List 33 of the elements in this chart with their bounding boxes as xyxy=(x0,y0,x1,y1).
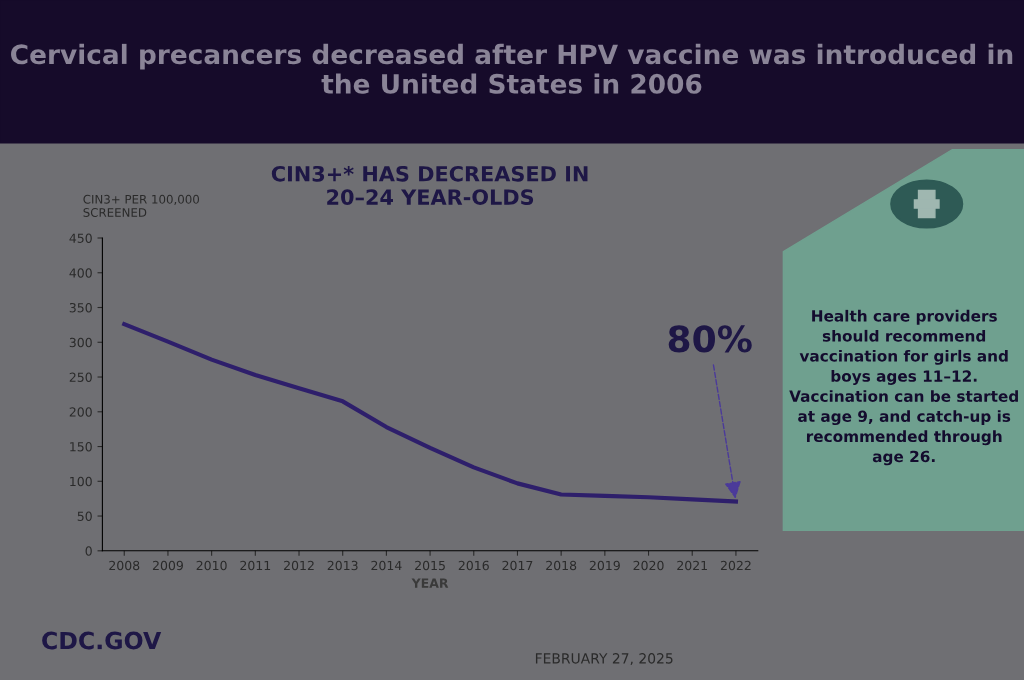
y-axis-title: CIN3+ PER 100,000 SCREENED xyxy=(83,194,200,217)
annotation: 80% xyxy=(668,325,752,353)
chart-title: Cervical precancers decreased after HPV vaccine was introduced in the United States in 2006 xyxy=(11,43,1013,94)
x-tick-label: 2015 xyxy=(415,560,445,571)
y-tick-label: 200 xyxy=(69,407,92,417)
y-tick-label: 0 xyxy=(85,546,92,556)
x-tick-label: 2016 xyxy=(458,560,489,571)
y-tick-label: 450 xyxy=(69,233,92,243)
y-tick-label: 50 xyxy=(77,511,92,521)
x-tick-label: 2022 xyxy=(720,560,751,571)
x-tick-label: 2020 xyxy=(633,560,664,571)
text: CDC.GOV xyxy=(42,631,162,650)
y-tick-label: 250 xyxy=(69,372,92,382)
chart-subtitle: CIN3+* HAS DECREASED IN 20–24 YEAR-OLDS xyxy=(271,165,588,205)
x-tick-label: 2018 xyxy=(546,560,577,571)
x-tick-label: 2012 xyxy=(284,560,314,571)
x-tick-label: 2021 xyxy=(677,560,707,571)
x-tick-label: 2014 xyxy=(371,560,402,571)
x-tick-label: 2011 xyxy=(240,560,271,571)
y-tick-label: 300 xyxy=(69,337,92,348)
x-tick-label: 2008 xyxy=(109,560,140,571)
x-tick-label: 2017 xyxy=(502,560,533,571)
y-tick-label: 100 xyxy=(70,476,92,487)
x-tick-label: 2009 xyxy=(152,560,183,571)
text: FEBRUARY 27, 2025 xyxy=(535,653,673,666)
x-axis-title: YEAR xyxy=(411,578,449,588)
y-tick-label: 350 xyxy=(69,302,92,313)
x-tick-label: 2019 xyxy=(589,560,620,571)
x-tick-label: 2010 xyxy=(196,560,227,571)
text: Health care providers should recommend vaccination for girls and boys ages 11–12. Vaccination can be started at age 9, and catch-up is recommended through age 26. xyxy=(789,309,1018,466)
y-tick-label: 150 xyxy=(70,442,92,452)
y-tick-label: 400 xyxy=(69,268,92,278)
x-tick-label: 2013 xyxy=(327,560,358,571)
